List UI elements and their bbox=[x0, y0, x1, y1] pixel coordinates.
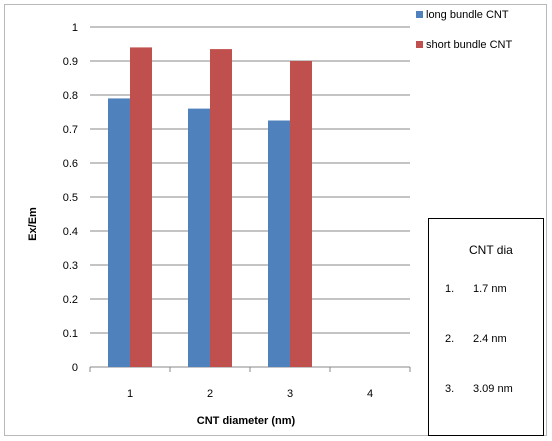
note-item: 3. 3.09 nm bbox=[445, 383, 513, 395]
legend: long bundle CNT short bundle CNT bbox=[416, 9, 512, 51]
y-tick-label: 0 bbox=[72, 362, 78, 374]
bar-short-bundle-cnt bbox=[130, 47, 152, 368]
bar-long-bundle-cnt bbox=[188, 108, 210, 367]
y-tick-label: 1 bbox=[72, 22, 78, 34]
bars bbox=[108, 47, 312, 368]
y-tick-label: 0.5 bbox=[63, 192, 78, 204]
bar-short-bundle-cnt bbox=[290, 61, 312, 367]
x-tick-label: 3 bbox=[287, 388, 293, 400]
note-item-number: 3. bbox=[445, 383, 455, 395]
y-axis-title: Ex/Em bbox=[27, 207, 39, 241]
note-item: 1. 1.7 nm bbox=[445, 283, 507, 295]
note-item-number: 1. bbox=[445, 283, 455, 295]
legend-label: long bundle CNT bbox=[426, 9, 509, 21]
y-tick-label: 0.7 bbox=[63, 124, 78, 136]
legend-label: short bundle CNT bbox=[426, 39, 512, 51]
note-item-number: 2. bbox=[445, 333, 455, 345]
legend-swatch bbox=[416, 11, 423, 18]
y-tick-label: 0.2 bbox=[63, 294, 78, 306]
y-tick-label: 0.4 bbox=[63, 226, 78, 238]
y-tick-label: 0.3 bbox=[63, 260, 78, 272]
y-tick-label: 0.8 bbox=[63, 90, 78, 102]
cnt-diameter-note: CNT dia 1. 1.7 nm 2. 2.4 nm 3. 3.09 nm bbox=[428, 218, 544, 436]
note-item-text: 1.7 nm bbox=[473, 283, 507, 295]
legend-swatch bbox=[416, 41, 423, 48]
x-tick-label: 1 bbox=[127, 388, 133, 400]
x-tick-label: 2 bbox=[207, 388, 213, 400]
y-tick-label: 0.9 bbox=[63, 56, 78, 68]
y-tick-label: 0.1 bbox=[63, 328, 78, 340]
note-item: 2. 2.4 nm bbox=[445, 333, 507, 345]
bar-long-bundle-cnt bbox=[268, 120, 290, 367]
bar-long-bundle-cnt bbox=[108, 98, 130, 368]
x-tick-labels: 1 2 3 4 bbox=[127, 388, 373, 400]
note-item-text: 2.4 nm bbox=[473, 333, 507, 345]
note-title: CNT dia bbox=[469, 243, 513, 257]
note-item-text: 3.09 nm bbox=[473, 383, 513, 395]
y-tick-labels: 0 0.1 0.2 0.3 0.4 0.5 0.6 0.7 0.8 0.9 1 bbox=[63, 22, 78, 374]
y-tick-label: 0.6 bbox=[63, 158, 78, 170]
x-tick-label: 4 bbox=[367, 388, 373, 400]
bar-short-bundle-cnt bbox=[210, 49, 232, 367]
x-axis-title: CNT diameter (nm) bbox=[197, 415, 296, 427]
